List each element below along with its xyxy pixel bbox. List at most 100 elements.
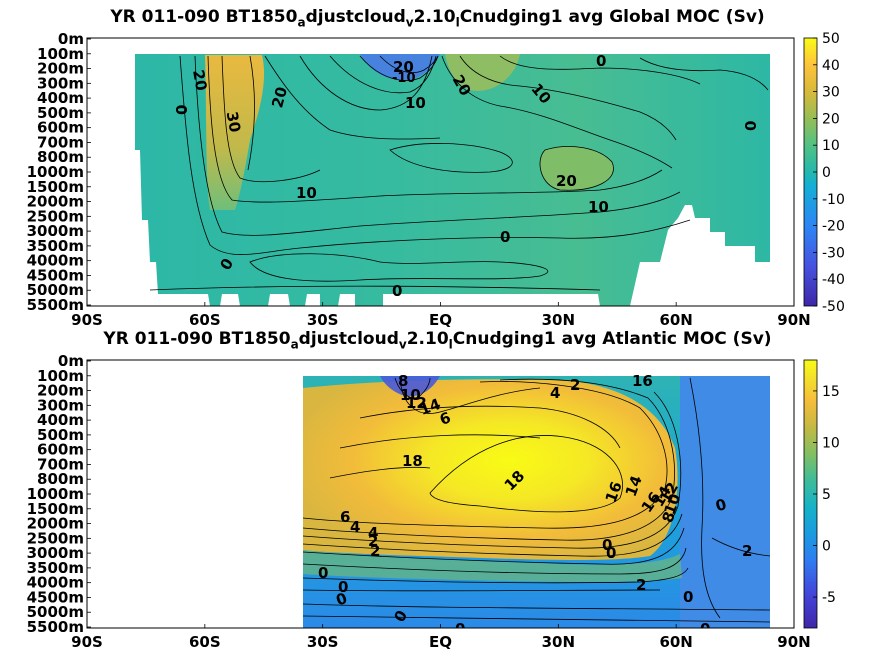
global-clabel-16: 0 (392, 282, 402, 300)
atlantic-contours (302, 377, 771, 623)
global-clabel-0: 20 (393, 58, 414, 76)
atlantic-moc-panel: YR 011-090 BT1850adjustcloudv2.10lCnudgi… (0, 328, 875, 656)
x-tick-label: 90S (71, 311, 103, 328)
global-clabel-13: 10 (588, 198, 609, 216)
global-moc-field: 20 -10 20 10 20 0 0 30 20 10 10 0 20 10 … (135, 52, 770, 306)
x-tick-label: 90N (777, 311, 810, 328)
colorbar-tick-label: -20 (822, 219, 845, 235)
x-tick-label: 60S (189, 311, 221, 328)
colorbar-tick-label: 0 (822, 165, 831, 181)
colorbar-tick-label: -50 (822, 299, 845, 315)
global-x-ticks: 90S 60S 30S EQ 30N 60N 90N (71, 302, 811, 328)
colorbar-tick-label: 40 (822, 58, 840, 74)
global-clabel-14: 0 (500, 228, 510, 246)
colorbar-tick-label: 20 (822, 111, 840, 127)
y-tick-label: 800m (37, 470, 84, 488)
y-tick-label: 600m (37, 119, 84, 137)
y-tick-label: 700m (37, 133, 84, 151)
y-tick-label: 100m (37, 367, 84, 385)
global-clabel-8: 20 (268, 85, 291, 110)
y-tick-label: 200m (37, 382, 84, 400)
y-tick-label: 600m (37, 441, 84, 459)
atl-clabel-6: 2 (570, 376, 580, 394)
colorbar-tick-label: 10 (822, 435, 840, 451)
colorbar-tick-label: 5 (822, 487, 831, 503)
y-tick-label: 2500m (27, 207, 84, 225)
y-tick-label: 1000m (27, 163, 84, 181)
atl-clabel-r0: 2 (742, 542, 752, 560)
y-tick-label: 2000m (27, 515, 84, 533)
colorbar-tick-label: -5 (822, 590, 836, 606)
surface-blue-cell (380, 376, 440, 397)
y-tick-label: 5500m (27, 618, 84, 636)
y-tick-label: 5000m (27, 603, 84, 621)
global-clabel-11: 0 (742, 121, 760, 131)
atlantic-x-ticks: 90S 60S 30S EQ 30N 60N 90N (71, 624, 811, 651)
y-tick-label: 300m (37, 74, 84, 92)
y-tick-label: 100m (37, 45, 84, 63)
y-tick-label: 1000m (27, 485, 84, 503)
colorbar-tick-label: 0 (822, 539, 831, 555)
x-tick-label: 30N (542, 311, 575, 328)
global-clabel-10: 10 (296, 184, 317, 202)
atl-clabel-1: 10 (400, 386, 421, 404)
y-tick-label: 2500m (27, 529, 84, 547)
atl-clabel-17: 6 (340, 508, 350, 526)
atl-clabel-26: 2 (636, 576, 646, 594)
y-tick-label: 0m (58, 30, 84, 48)
y-tick-label: 800m (37, 148, 84, 166)
atlantic-contour-labels-right: 2 0 0 0 0 (455, 495, 752, 638)
y-tick-label: 4000m (27, 574, 84, 592)
colorbar-tick-label: -10 (822, 192, 845, 208)
y-tick-label: 5000m (27, 281, 84, 299)
x-tick-label: 60N (659, 633, 692, 651)
atl-clabel-22: 0 (602, 536, 612, 554)
x-tick-label: 60S (189, 633, 221, 651)
atl-clabel-20: 2 (368, 532, 378, 550)
colorbar-tick-label: -40 (822, 272, 845, 288)
atlantic-moc-svg: 8 10 12 14 6 4 2 16 18 18 16 14 16 14 12… (27, 352, 840, 651)
y-tick-label: 1500m (27, 500, 84, 518)
x-tick-label: 30N (542, 633, 575, 651)
y-tick-label: 300m (37, 396, 84, 414)
global-clabel-12: 20 (556, 172, 577, 190)
atl-clabel-7: 16 (632, 372, 653, 390)
atl-clabel-19: 4 (368, 524, 378, 542)
southern-plume (205, 55, 265, 210)
atl-clabel-2: 12 (406, 394, 427, 412)
colorbar-tick-label: -30 (822, 245, 845, 261)
atl-clabel-r3: 0 (700, 620, 710, 638)
colorbar-tick-label: 30 (822, 85, 840, 101)
atl-clabel-r4: 0 (455, 620, 465, 638)
x-tick-label: EQ (429, 633, 452, 651)
global-moc-title: YR 011-090 BT1850adjustcloudv2.10lCnudgi… (110, 7, 765, 30)
global-moc-svg: 20 -10 20 10 20 0 0 30 20 10 10 0 20 10 … (27, 30, 845, 328)
x-tick-label: EQ (429, 311, 452, 328)
atlantic-moc-field: 8 10 12 14 6 4 2 16 18 18 16 14 16 14 12… (302, 372, 771, 638)
global-ocean-fill (135, 54, 770, 306)
global-clabel-4: 20 (189, 68, 210, 92)
y-tick-label: 400m (37, 89, 84, 107)
colorbar-tick-label: 10 (822, 138, 840, 154)
atl-clabel-r2: 0 (683, 588, 693, 606)
y-tick-label: 4500m (27, 588, 84, 606)
colorbar-tick-label: 15 (822, 384, 840, 400)
x-tick-label: 30S (307, 633, 339, 651)
atlantic-colorbar-ticks: 15 10 5 0 -5 (813, 384, 840, 606)
y-tick-label: 700m (37, 455, 84, 473)
atl-clabel-r1: 0 (714, 495, 729, 515)
x-tick-label: 90S (71, 633, 103, 651)
arctic-fill (680, 376, 770, 628)
y-tick-label: 500m (37, 104, 84, 122)
y-tick-label: 3500m (27, 559, 84, 577)
global-clabel-1: -10 (392, 71, 416, 86)
global-contours (149, 55, 769, 291)
x-tick-label: 90N (777, 633, 810, 651)
y-tick-label: 3000m (27, 544, 84, 562)
atl-clabel-25: 0 (338, 578, 348, 596)
y-tick-label: 400m (37, 411, 84, 429)
y-tick-label: 5500m (27, 296, 84, 314)
y-tick-label: 0m (58, 352, 84, 370)
y-tick-label: 4000m (27, 252, 84, 270)
colorbar-tick-label: 50 (822, 31, 840, 47)
